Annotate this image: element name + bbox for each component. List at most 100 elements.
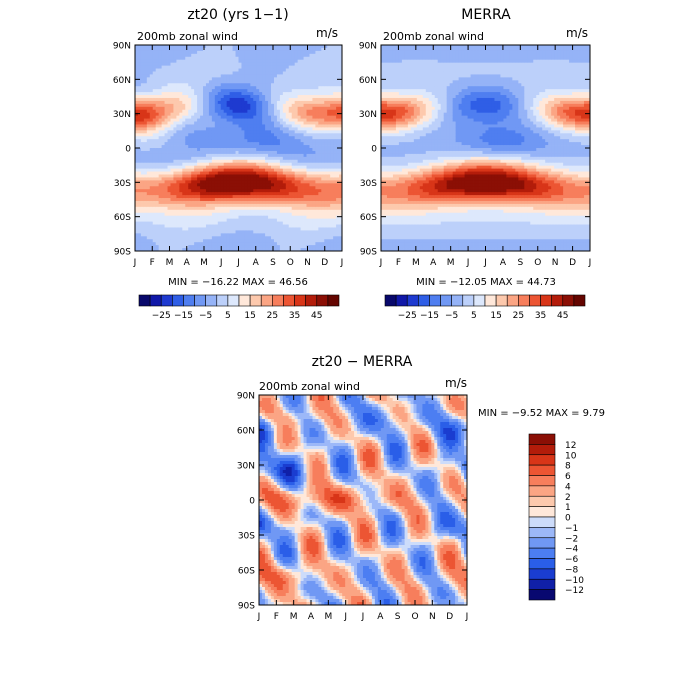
map-cell <box>241 136 245 140</box>
map-cell <box>223 142 228 146</box>
map-cell <box>137 239 142 243</box>
map-cell <box>318 183 322 187</box>
map-cell <box>262 118 266 122</box>
map-cell <box>211 153 216 158</box>
map-cell <box>306 165 310 169</box>
map-cell <box>262 77 266 81</box>
map-cell <box>259 192 263 196</box>
map-cell <box>321 174 325 178</box>
map-cell <box>200 103 204 108</box>
map-cell <box>238 83 242 87</box>
map-cell <box>250 148 254 152</box>
map-cell <box>282 95 287 99</box>
map-cell <box>271 95 275 99</box>
map-cell <box>158 180 163 184</box>
map-cell <box>137 68 142 72</box>
map-cell <box>256 165 260 169</box>
map-cell <box>146 224 151 228</box>
map-cell <box>288 209 293 214</box>
map-cell <box>303 59 307 64</box>
map-cell <box>300 242 304 246</box>
map-cell <box>288 115 293 119</box>
map-cell <box>167 209 171 214</box>
map-cell <box>294 177 299 181</box>
map-cell <box>256 212 260 217</box>
map-cell <box>146 100 151 105</box>
map-cell <box>211 180 216 184</box>
map-cell <box>265 62 269 66</box>
map-cell <box>170 192 174 196</box>
map-cell <box>220 168 225 172</box>
map-cell <box>309 242 313 246</box>
map-cell <box>315 245 319 249</box>
map-cell <box>250 171 254 175</box>
map-cell <box>282 174 287 178</box>
map-cell <box>137 206 142 211</box>
map-cell <box>268 212 272 217</box>
map-cell <box>211 118 216 122</box>
map-cell <box>327 109 331 114</box>
map-cell <box>315 183 319 187</box>
map-cell <box>336 236 340 240</box>
map-cell <box>146 62 151 66</box>
map-cell <box>167 227 171 231</box>
map-cell <box>158 142 163 146</box>
map-cell <box>223 192 228 196</box>
map-cell <box>211 162 216 167</box>
map-cell <box>217 245 222 249</box>
map-cell <box>135 56 139 61</box>
map-cell <box>229 224 233 228</box>
map-cell <box>158 224 163 228</box>
map-cell <box>297 239 301 243</box>
map-cell <box>205 171 210 175</box>
map-cell <box>285 68 290 72</box>
map-cell <box>140 115 145 119</box>
map-cell <box>327 133 331 137</box>
map-cell <box>220 130 225 134</box>
map-cell <box>247 86 251 90</box>
map-cell <box>208 206 213 211</box>
map-cell <box>303 159 307 164</box>
map-cell <box>143 47 148 52</box>
map-cell <box>273 56 278 61</box>
map-cell <box>271 156 275 161</box>
map-cell <box>191 198 195 202</box>
map-cell <box>143 171 148 175</box>
map-cell <box>214 200 219 205</box>
map-cell <box>327 124 331 128</box>
map-cell <box>185 136 189 140</box>
map-cell <box>253 203 257 208</box>
map-cell <box>285 159 290 164</box>
map-cell <box>185 171 189 175</box>
map-cell <box>273 127 278 131</box>
map-cell <box>294 180 299 184</box>
map-cell <box>306 150 310 155</box>
map-cell <box>339 239 342 243</box>
map-cell <box>241 203 245 208</box>
map-cell <box>324 177 328 181</box>
map-cell <box>140 215 145 220</box>
map-cell <box>191 162 195 167</box>
map-cell <box>279 180 284 184</box>
map-cell <box>155 68 160 72</box>
map-cell <box>238 153 242 158</box>
map-cell <box>185 168 189 172</box>
map-cell <box>330 174 334 178</box>
map-cell <box>297 195 301 199</box>
map-cell <box>164 236 168 240</box>
map-cell <box>229 192 233 196</box>
map-cell <box>152 215 157 220</box>
map-cell <box>135 174 139 178</box>
map-cell <box>135 236 139 240</box>
map-cell <box>235 92 239 96</box>
map-cell <box>161 239 165 243</box>
map-cell <box>229 59 233 64</box>
map-cell <box>276 239 281 243</box>
map-cell <box>214 198 219 202</box>
map-cell <box>241 227 245 231</box>
map-cell <box>273 168 278 172</box>
map-cell <box>176 192 180 196</box>
map-cell <box>282 97 287 102</box>
map-cell <box>238 130 242 134</box>
map-cell <box>250 139 254 143</box>
